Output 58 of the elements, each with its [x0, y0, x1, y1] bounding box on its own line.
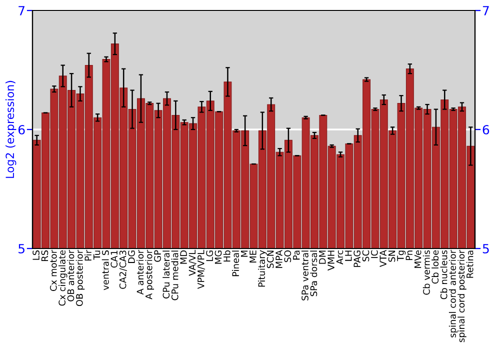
x-tick-label: CPu lateral: [162, 250, 170, 298]
x-tick-label: MD: [180, 250, 187, 264]
x-tick-label: A anterior: [136, 250, 144, 295]
x-tick-label: LG: [206, 250, 213, 262]
x-tick-label: MG: [214, 250, 222, 264]
x-tick-label: IC: [371, 250, 378, 258]
x-tick-label: Cb vermis: [422, 250, 430, 295]
x-tick-label: CPu medial: [171, 250, 178, 300]
x-tick-label: SO: [284, 250, 292, 262]
y-axis-title: Log2 (expression): [5, 80, 16, 178]
x-tick-label: RS: [41, 250, 48, 262]
x-tick-label: VMH: [328, 250, 334, 271]
y-tick-label: 7: [18, 6, 24, 16]
y2-tick-label: 6: [482, 124, 490, 134]
x-tick-label: Pituitary: [258, 250, 267, 287]
x-tick-label: OB posterior: [76, 250, 85, 306]
y2-tick-label: 5: [482, 244, 489, 254]
y2-tick-label: 7: [482, 6, 489, 16]
x-tick-label: Tg: [397, 250, 406, 262]
y-tick-label: 5: [18, 244, 24, 254]
x-tick-label: LH: [345, 250, 352, 261]
x-tick-label: Retina: [466, 250, 474, 278]
x-tick-label: CA2/CA3: [119, 250, 127, 289]
x-tick-label: spinal cord posterior: [458, 250, 466, 342]
x-tick-label: Tu: [93, 250, 100, 260]
x-tick-label: SPa dorsal: [310, 250, 318, 296]
x-tick-label: DG: [128, 250, 135, 263]
x-tick-label: DM: [319, 250, 326, 264]
x-tick-label: MVe: [414, 250, 422, 268]
x-tick-label: LS: [32, 250, 40, 260]
x-tick-label: Pa: [293, 250, 300, 260]
x-tick-label: Pir: [84, 250, 92, 260]
x-tick-label: Cb nucleus: [440, 250, 448, 300]
x-tick-label: VPM/VPL: [198, 250, 206, 289]
x-tick-label: VTA: [380, 250, 386, 267]
x-tick-label: spinal cord anterior: [448, 250, 458, 338]
x-tick-label: Arc: [336, 250, 344, 264]
x-tick-label: SC: [362, 250, 370, 262]
x-tick-label: ME: [250, 250, 256, 262]
x-tick-label: Cb lobe: [432, 250, 439, 284]
y-tick-label: 6: [18, 124, 25, 134]
x-tick-label: ventral S: [102, 250, 109, 290]
x-tick-label: A posterior: [145, 250, 154, 300]
x-tick-label: CA1: [110, 250, 118, 268]
x-tick-label: SPa ventral: [301, 250, 308, 300]
x-tick-label: MPA: [276, 250, 282, 268]
x-tick-label: Cx cingulate: [58, 250, 68, 306]
x-tick-label: OB anterior: [67, 250, 74, 302]
x-tick-label: SN: [388, 250, 396, 262]
x-tick-label: VA/VL: [188, 250, 196, 276]
x-tick-label: Pineal: [232, 250, 240, 276]
x-tick-label: SCN: [266, 250, 274, 268]
x-tick-label: Pn: [406, 250, 412, 260]
x-tick-label: PAG: [354, 250, 360, 267]
x-tick-label: GP: [154, 250, 161, 262]
x-tick-label: Cx motor: [50, 250, 57, 291]
x-tick-label: M: [240, 250, 248, 257]
x-tick-label: Hb: [223, 250, 230, 262]
